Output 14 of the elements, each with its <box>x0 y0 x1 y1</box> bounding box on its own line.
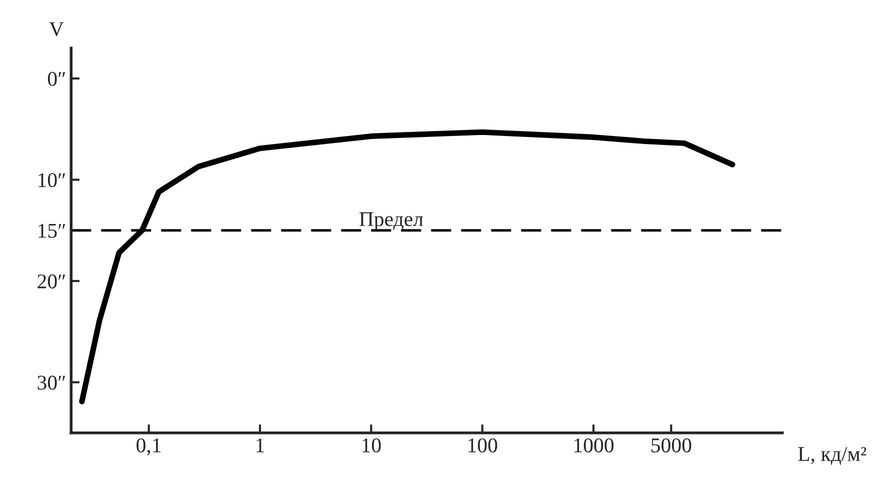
y-axis-title: V <box>49 22 64 36</box>
x-tick-label: 1000 <box>574 438 614 452</box>
y-tick-label: 20″ <box>38 274 66 288</box>
x-tick-label: 10 <box>362 438 381 452</box>
y-tick-label: 15″ <box>38 224 66 238</box>
x-tick-label: 5000 <box>652 438 692 452</box>
y-tick-label: 30″ <box>38 376 66 390</box>
x-tick-label: 100 <box>468 438 498 452</box>
x-tick-label: 1 <box>256 438 264 452</box>
ref-line-label: Предел <box>359 212 424 230</box>
y-tick-label: 10″ <box>38 173 66 188</box>
x-axis-title: L, кд/м² <box>798 447 866 465</box>
y-tick-label: 0″ <box>48 72 66 86</box>
x-tick-label: 0,1 <box>136 438 161 456</box>
